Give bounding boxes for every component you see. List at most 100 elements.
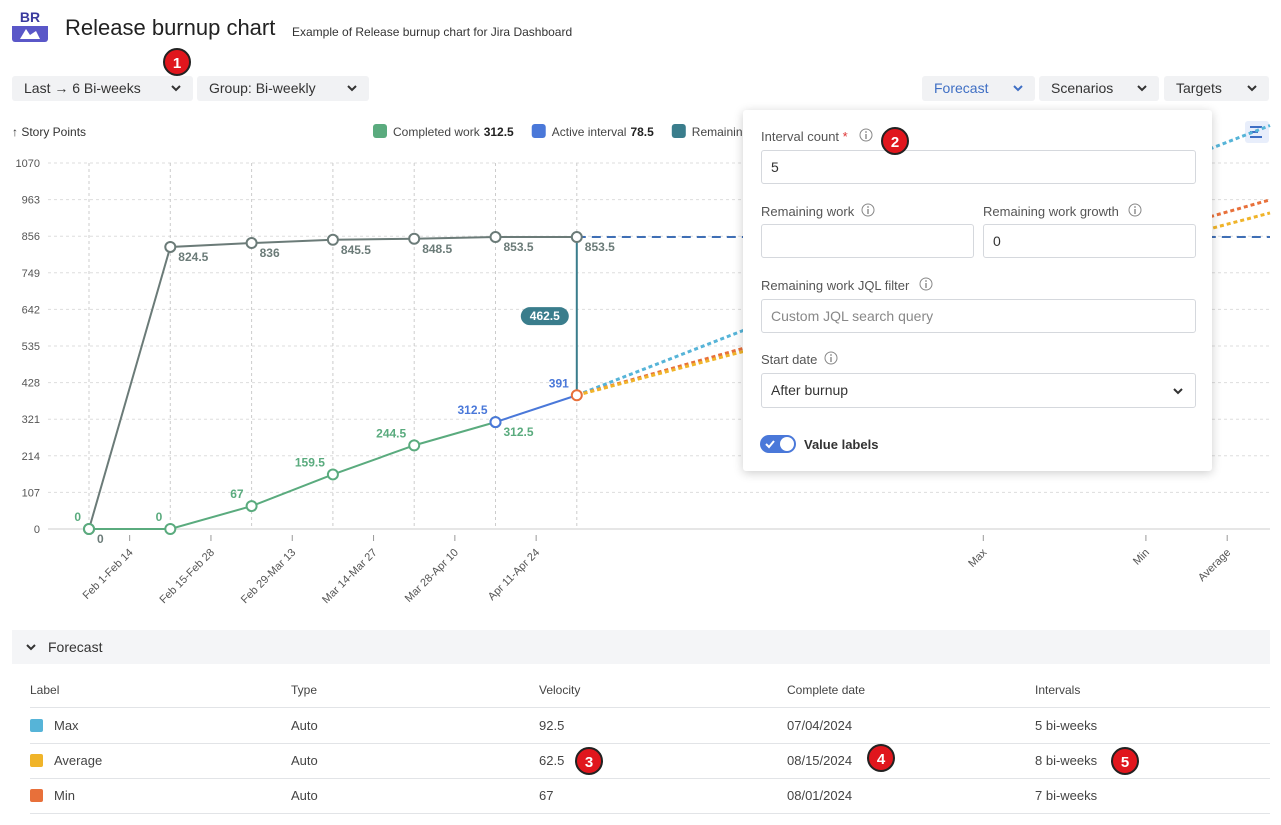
start-date-select[interactable]: After burnup xyxy=(761,373,1196,408)
logo: BR xyxy=(12,10,48,42)
forecast-tick-label: Min xyxy=(1131,547,1152,568)
range-button[interactable]: Last → 6 Bi-weeks xyxy=(12,76,193,101)
jql-input[interactable]: Custom JQL search query xyxy=(761,299,1196,333)
info-icon[interactable] xyxy=(861,203,875,217)
info-icon[interactable] xyxy=(1128,203,1142,217)
legend-swatch xyxy=(531,124,546,138)
series-point xyxy=(408,232,421,245)
remaining-work-input[interactable] xyxy=(761,224,974,258)
y-tick-label: 749 xyxy=(22,268,40,280)
interval-count-input[interactable]: 5 xyxy=(761,150,1196,184)
forecast-button[interactable]: Forecast xyxy=(922,76,1035,101)
page-title: Release burnup chart xyxy=(65,15,276,40)
legend-swatch xyxy=(671,124,686,138)
info-icon[interactable] xyxy=(824,351,838,365)
badge: 4 xyxy=(867,744,895,772)
chevron xyxy=(26,644,36,651)
series-point xyxy=(245,500,258,513)
value-label: 244.5 xyxy=(376,426,406,440)
series-point xyxy=(408,439,421,452)
color-swatch xyxy=(30,789,43,802)
targets-button[interactable]: Targets xyxy=(1164,76,1269,101)
label-text: Interval count xyxy=(761,129,840,144)
column-header: Complete date xyxy=(787,683,866,697)
column-header: Type xyxy=(291,683,318,697)
value-label: 848.5 xyxy=(422,242,452,256)
y-tick-label: 428 xyxy=(22,378,40,390)
color-swatch xyxy=(30,719,43,732)
group-button[interactable]: Group: Bi-weekly xyxy=(197,76,369,101)
logo-icon xyxy=(20,29,40,39)
start-date-label: Start date xyxy=(761,352,818,367)
table-cell: 8 bi-weeks xyxy=(1035,753,1098,768)
badge: 1 xyxy=(163,48,191,76)
y-tick-label: 963 xyxy=(22,195,40,207)
legend-label: Completed work xyxy=(393,125,481,139)
forecast-section-header[interactable]: Forecast xyxy=(12,630,1270,664)
forecast-popup: Interval count * 5 Remaining work Remain… xyxy=(743,110,1212,471)
required-mark: * xyxy=(842,129,848,144)
series-point xyxy=(570,389,583,402)
logo-text: BR xyxy=(12,10,48,26)
table-cell: Min xyxy=(54,788,75,803)
value-label: 159.5 xyxy=(295,455,325,469)
chevron xyxy=(1013,85,1023,92)
table-cell: Max xyxy=(54,718,79,733)
row-separator xyxy=(30,707,1270,708)
y-tick-label: 0 xyxy=(34,524,40,536)
column-header: Velocity xyxy=(539,683,581,697)
column-header: Label xyxy=(30,683,60,697)
badge: 3 xyxy=(575,747,603,775)
x-tick-label: Feb 29-Mar 13 xyxy=(239,547,299,607)
y-tick-label: 856 xyxy=(22,231,40,243)
series-point xyxy=(83,523,95,535)
x-tick-label: Mar 14-Mar 27 xyxy=(320,547,379,606)
table-cell: Auto xyxy=(291,788,318,803)
page-subtitle: Example of Release burnup chart for Jira… xyxy=(292,25,573,39)
series-point xyxy=(164,523,177,535)
start-date-value: After burnup xyxy=(771,382,849,398)
value-label: 0 xyxy=(156,510,163,524)
remaining-growth-input[interactable]: 0 xyxy=(983,224,1196,258)
y-tick-label: 107 xyxy=(22,487,40,499)
section-title: Forecast xyxy=(48,639,103,655)
chevron xyxy=(171,85,181,92)
scenarios-button[interactable]: Scenarios xyxy=(1039,76,1159,101)
x-tick-label: Feb 1-Feb 14 xyxy=(81,547,136,602)
series-point xyxy=(245,237,258,250)
value-label: 391 xyxy=(549,376,569,390)
value-labels-text: Value labels xyxy=(804,437,879,452)
row-separator xyxy=(30,778,1270,779)
value-label: 67 xyxy=(230,487,244,501)
value-label: 312.5 xyxy=(504,425,534,439)
group-text: Group: Bi-weekly xyxy=(209,80,316,96)
value-label: 312.5 xyxy=(457,403,487,417)
series-point xyxy=(326,468,339,481)
chevron xyxy=(1247,85,1257,92)
remaining-work-label: Remaining work xyxy=(761,204,855,219)
value-label: 824.5 xyxy=(178,250,208,264)
legend-swatch xyxy=(373,124,387,138)
badge: 5 xyxy=(1111,747,1139,775)
info-icon[interactable] xyxy=(919,277,933,291)
info-icon[interactable] xyxy=(859,128,873,142)
value-label: 853.5 xyxy=(585,240,615,254)
jql-label: Remaining work JQL filter xyxy=(761,278,910,293)
table-cell: 07/04/2024 xyxy=(787,718,853,733)
table-cell: Average xyxy=(54,753,103,768)
y-tick-label: 642 xyxy=(22,304,40,316)
table-cell: 62.5 xyxy=(539,753,565,768)
badge: 2 xyxy=(881,127,909,155)
forecast-tick-label: Average xyxy=(1196,547,1233,584)
forecast-text: Forecast xyxy=(934,80,989,96)
chevron xyxy=(1137,85,1147,92)
legend-value: 78.5 xyxy=(630,125,654,139)
table-cell: Auto xyxy=(291,718,318,733)
remaining-pill xyxy=(520,307,569,326)
y-tick-label: 214 xyxy=(22,451,40,463)
value-label: 0 xyxy=(74,510,81,524)
value-label: 0 xyxy=(97,532,104,546)
value-labels-toggle[interactable] xyxy=(760,434,796,454)
targets-text: Targets xyxy=(1176,80,1222,96)
